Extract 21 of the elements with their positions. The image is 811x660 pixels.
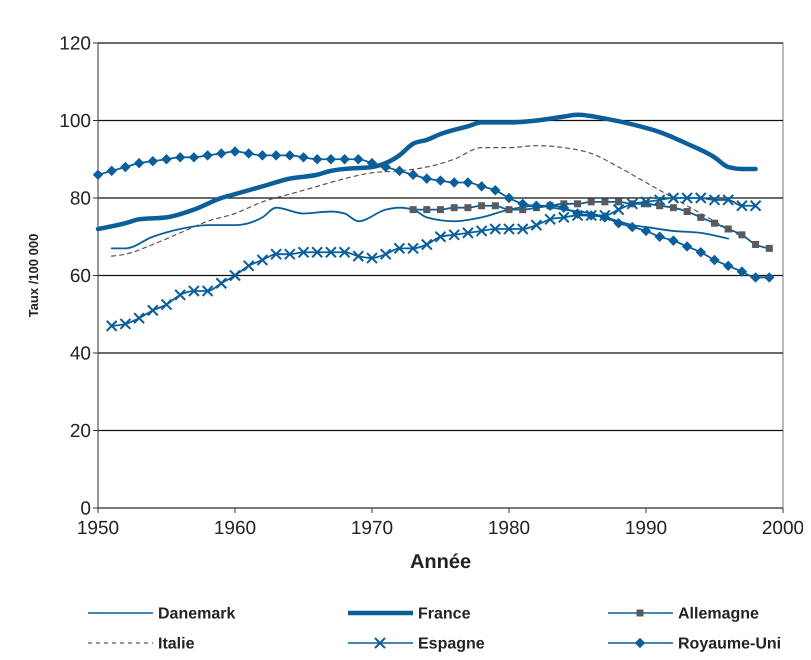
x-tick-label: 1980 [488, 518, 530, 539]
legend-label: Espagne [418, 636, 485, 653]
y-tick-label: 60 [70, 266, 91, 288]
y-tick-label: 100 [59, 111, 91, 132]
x-tick-label: 1950 [76, 518, 120, 539]
y-tick-label: 0 [80, 498, 91, 520]
x-tick-label: 1970 [350, 518, 394, 539]
legend-label: Allemagne [678, 606, 760, 623]
y-tick-label: 40 [70, 344, 91, 365]
y-tick-label: 20 [70, 421, 91, 442]
y-tick-label: 120 [59, 34, 91, 55]
x-tick-label: 2000 [762, 518, 804, 539]
legend-label: Italie [158, 636, 195, 653]
x-axis-title: Année [410, 551, 472, 573]
y-tick-label: 80 [70, 188, 91, 210]
x-tick-label: 1990 [624, 518, 668, 539]
legend-label: France [418, 606, 471, 623]
legend-label: Danemark [158, 606, 236, 623]
x-tick-label: 1960 [214, 518, 256, 539]
y-axis-title: Taux /100 000 [26, 234, 41, 318]
legend-label: Royaume-Uni [678, 636, 782, 653]
